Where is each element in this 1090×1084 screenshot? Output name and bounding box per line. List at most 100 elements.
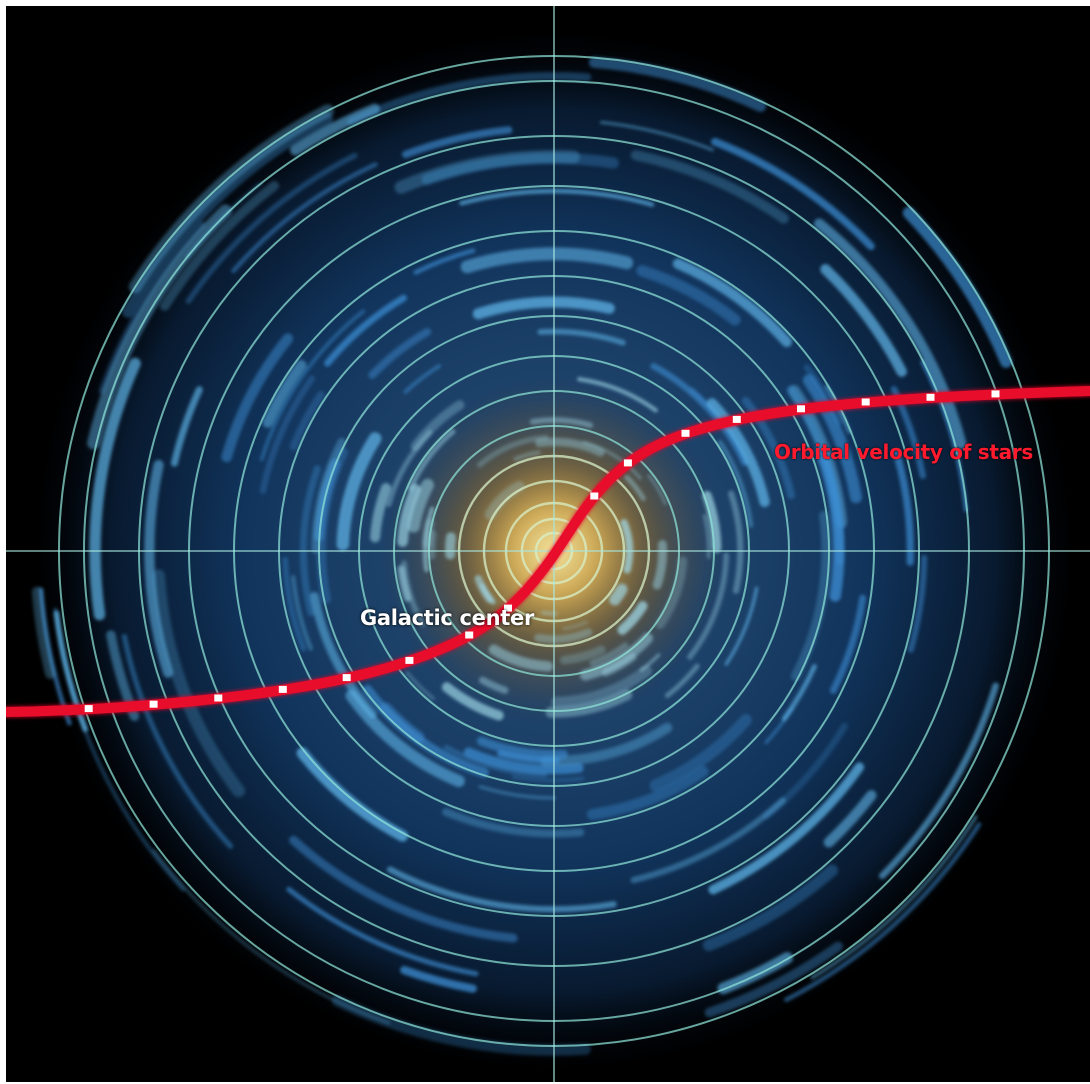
spiral-arm-wisp xyxy=(403,364,442,394)
spiral-arm-wisp xyxy=(534,628,593,644)
spiral-arm-wisp xyxy=(664,663,700,699)
spiral-arm-wisp xyxy=(291,574,313,651)
spiral-arm-wisp xyxy=(185,152,358,304)
spiral-arm-wisp xyxy=(636,265,741,326)
spiral-arm-wisp xyxy=(577,377,658,413)
spiral-arm-wisp xyxy=(579,632,653,681)
spiral-arm-wisp xyxy=(484,480,525,520)
spiral-arm-wisp xyxy=(407,478,434,533)
spiral-arm-wisp xyxy=(599,120,714,152)
spiral-arm-wisp xyxy=(445,532,457,560)
spiral-arm-wisp xyxy=(289,390,325,451)
velocity-marker xyxy=(405,656,414,664)
galactic-center-label: Galactic center xyxy=(360,606,535,630)
spiral-arm-wisp xyxy=(702,864,839,952)
spiral-arm-wisp xyxy=(650,362,748,466)
spiral-arm-wisp xyxy=(630,797,786,884)
spiral-arm-wisp xyxy=(803,364,843,426)
spiral-arm-wisp xyxy=(299,465,321,617)
spiral-arm-wisp xyxy=(152,849,391,1025)
spiral-arm-wisp xyxy=(687,552,729,660)
spiral-arm-wisp xyxy=(810,815,978,980)
spiral-arm-wisp xyxy=(902,206,1013,368)
spiral-arm-wisp xyxy=(706,398,770,508)
spiral-arm-wisp xyxy=(781,664,817,722)
spiral-arm-wisp xyxy=(401,126,513,159)
spiral-arm-wisp xyxy=(907,554,928,653)
spiral-arm-wisp xyxy=(472,296,615,320)
spiral-arm-wisp xyxy=(813,218,967,450)
spiral-arm-wisp xyxy=(159,181,280,311)
spiral-arm-wisp xyxy=(708,762,865,895)
spiral-arm-wisp xyxy=(336,432,382,551)
spiral-arm-wisp xyxy=(655,556,688,629)
spiral-arm-wisp xyxy=(441,682,504,721)
spiral-arm-wisp xyxy=(717,439,754,528)
spiral-arm-wisp xyxy=(728,490,744,594)
spiral-arm-wisp xyxy=(704,941,843,1018)
orbital-velocity-curve xyxy=(6,386,1090,717)
spiral-arm-wisp xyxy=(345,689,465,788)
spiral-arm-wisp xyxy=(711,137,875,251)
velocity-marker xyxy=(465,631,474,639)
spiral-arm-wisp xyxy=(152,569,245,798)
spiral-arm-wisp xyxy=(309,591,377,719)
velocity-marker xyxy=(861,398,870,406)
spiral-arm-wisp xyxy=(401,560,426,627)
spiral-arm-wisp xyxy=(386,429,433,508)
velocity-marker xyxy=(342,674,351,682)
spiral-arm-wisp xyxy=(829,594,867,694)
spiral-arm-wisp xyxy=(370,483,392,543)
velocity-marker xyxy=(278,685,287,693)
spiral-arm-wisp xyxy=(488,644,554,672)
spiral-arm-wisp xyxy=(422,518,435,549)
velocity-marker xyxy=(214,694,223,702)
spiral-arm-wisp xyxy=(311,437,346,554)
spiral-arm-wisp xyxy=(290,103,380,156)
spiral-arm-wisp xyxy=(221,333,294,463)
spiral-arm-wisp xyxy=(362,684,489,778)
spiral-arm-wisp xyxy=(478,676,509,694)
spiral-arm-wisp xyxy=(476,736,568,759)
spiral-arm-wisp xyxy=(405,671,435,701)
spiral-arm-wisp xyxy=(529,417,594,429)
spiral-arm-wisp xyxy=(586,766,709,820)
spiral-arm-wisp xyxy=(551,665,652,708)
spiral-arm-wisp xyxy=(397,565,412,602)
velocity-marker xyxy=(797,405,805,413)
spiral-arm-wisp xyxy=(459,188,655,207)
spiral-arm-wisp xyxy=(630,150,789,224)
spiral-arm-wisp xyxy=(282,557,307,652)
spiral-arm-wisp xyxy=(609,583,628,606)
spiral-arm-wisp xyxy=(624,474,646,501)
velocity-marker xyxy=(681,429,690,437)
galaxy-diagram: Galactic center Orbital velocity of star… xyxy=(6,6,1090,1082)
spiral-arm-wisp xyxy=(790,510,832,682)
spiral-arm-wisp xyxy=(497,750,560,764)
spiral-arm-wisp xyxy=(170,386,203,467)
spiral-arm-wisp xyxy=(702,513,711,559)
spiral-arm-wisp xyxy=(259,309,366,462)
spiral-arm-wisp xyxy=(620,519,634,574)
spiral-arm-wisp xyxy=(87,204,232,450)
spiral-arm-wisp xyxy=(562,620,588,631)
velocity-marker xyxy=(590,492,599,500)
spiral-arm-wisp xyxy=(652,540,668,590)
spiral-arm-wisp xyxy=(463,747,584,775)
velocity-marker xyxy=(504,604,512,612)
spiral-arm-wisp xyxy=(407,428,456,492)
spiral-arm-wisp xyxy=(144,459,174,678)
spiral-arm-wisp xyxy=(892,448,915,566)
spiral-arm-wisp xyxy=(53,610,89,732)
spiral-arm-wisp xyxy=(368,327,432,379)
spiral-arm-wisp xyxy=(672,258,792,348)
spiral-arm-wisp xyxy=(460,247,634,274)
galaxy-spiral-arms xyxy=(31,56,1013,1056)
spiral-arm-wisp xyxy=(259,375,316,494)
spiral-arm-wisp xyxy=(802,374,862,504)
spiral-arm-wisp xyxy=(121,633,234,849)
spiral-arm-wisp xyxy=(537,328,626,346)
spiral-arm-wisp xyxy=(724,586,759,666)
velocity-marker xyxy=(732,415,741,423)
spiral-arm-wisp xyxy=(890,386,926,479)
